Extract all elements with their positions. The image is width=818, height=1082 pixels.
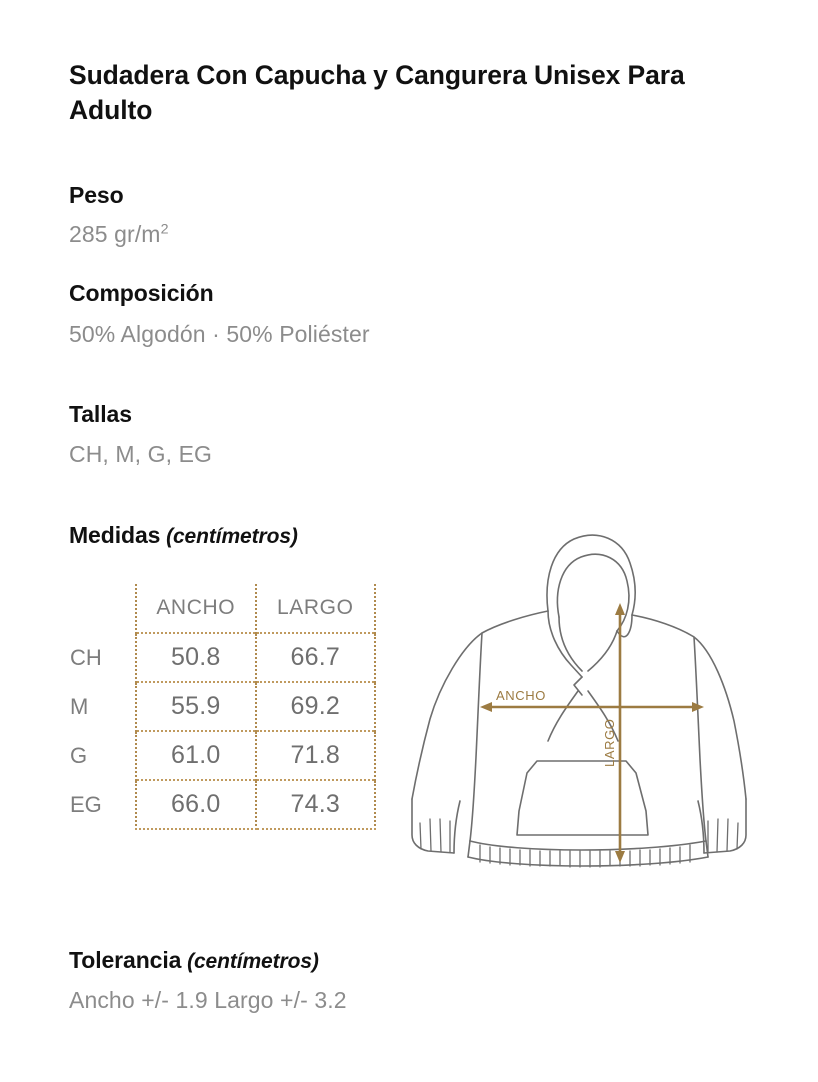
spec-label-composicion: Composición: [69, 280, 214, 306]
section-heading-medidas: Medidas (centímetros): [69, 522, 298, 549]
spec-value-peso-superscript: 2: [160, 221, 169, 238]
largo-arrow-head-top: [615, 603, 625, 615]
size-table-wrapper: ANCHO LARGO CH 50.8 66.7 M 55.9 69.2 G 6…: [66, 584, 386, 830]
left-cuff-path: [411, 798, 455, 854]
section-heading-tolerancia: Tolerancia (centímetros): [69, 947, 319, 974]
section-heading-medidas-label: Medidas: [69, 522, 161, 548]
table-row: G 61.0 71.8: [66, 730, 376, 780]
hood-face-right-path: [587, 630, 618, 672]
table-corner-cell: [66, 584, 136, 633]
left-cuff-ribbing-group: [419, 818, 451, 853]
cell-g-ancho: 61.0: [135, 730, 257, 780]
garment-outline-group: [411, 534, 747, 868]
cell-ch-ancho: 50.8: [135, 632, 257, 682]
drawstring-right-path: [587, 690, 619, 742]
hem-ribbing-group: [479, 844, 691, 868]
spec-value-peso: 285 gr/m2: [69, 221, 169, 248]
right-sleeve-outer-path: [631, 614, 747, 800]
section-heading-tolerancia-label: Tolerancia: [69, 947, 182, 973]
hoodie-diagram-svg: ANCHO LARGO: [411, 534, 747, 868]
cell-g-largo: 71.8: [254, 730, 376, 780]
measurement-arrows-group: [480, 603, 704, 863]
spec-value-tallas: CH, M, G, EG: [69, 441, 213, 467]
left-cuff-inner-path: [453, 800, 461, 854]
size-table: ANCHO LARGO CH 50.8 66.7 M 55.9 69.2 G 6…: [66, 584, 376, 830]
kangaroo-pocket-path: [516, 760, 649, 836]
hem-left-edge-path: [467, 840, 471, 858]
size-table-head: ANCHO LARGO: [66, 584, 376, 633]
left-sleeve-outer-path: [411, 610, 549, 800]
right-cuff-path: [703, 798, 747, 854]
spec-value-tolerancia: Ancho +/- 1.9 Largo +/- 3.2: [69, 987, 347, 1013]
left-side-seam-path: [469, 632, 483, 842]
cell-m-largo: 69.2: [254, 681, 376, 731]
table-row: CH 50.8 66.7: [66, 632, 376, 682]
ancho-arrow-head-left: [480, 702, 492, 712]
size-table-body: CH 50.8 66.7 M 55.9 69.2 G 61.0 71.8 EG …: [66, 632, 376, 830]
column-header-largo: LARGO: [254, 584, 376, 633]
hem-bottom-path: [467, 856, 709, 867]
section-heading-medidas-unit: (centímetros): [160, 525, 298, 548]
table-row: M 55.9 69.2: [66, 681, 376, 731]
hem-top-path: [469, 840, 707, 851]
neck-notch-path: [573, 676, 583, 696]
garment-illustration: ANCHO LARGO: [396, 505, 752, 873]
spec-label-peso: Peso: [69, 182, 124, 208]
largo-arrow-head-bottom: [615, 851, 625, 863]
table-row: EG 66.0 74.3: [66, 779, 376, 830]
hood-inner-path: [556, 553, 630, 632]
cell-eg-ancho: 66.0: [135, 779, 257, 830]
column-header-ancho: ANCHO: [135, 584, 257, 633]
ancho-measure-label: ANCHO: [496, 688, 546, 703]
drawstring-left-path: [547, 690, 579, 742]
spec-value-peso-number: 285 gr/m: [69, 221, 161, 247]
spec-label-tallas: Tallas: [69, 401, 132, 427]
ancho-arrow-head-right: [692, 702, 704, 712]
right-side-seam-path: [693, 636, 707, 842]
cell-eg-largo: 74.3: [254, 779, 376, 830]
hood-left-lower-path: [547, 610, 583, 678]
right-cuff-inner-path: [697, 800, 705, 854]
right-cuff-ribbing-group: [707, 818, 739, 853]
cell-m-ancho: 55.9: [135, 681, 257, 731]
table-header-row: ANCHO LARGO: [66, 584, 376, 633]
spec-value-composicion: 50% Algodón · 50% Poliéster: [69, 321, 370, 347]
hem-right-edge-path: [705, 840, 709, 858]
row-label-eg: EG: [70, 791, 102, 817]
row-label-ch: CH: [70, 644, 102, 670]
hood-face-left-path: [558, 616, 583, 672]
section-heading-tolerancia-unit: (centímetros): [181, 950, 319, 973]
hood-outer-path: [546, 534, 636, 616]
row-label-g: G: [70, 742, 88, 768]
row-label-m: M: [70, 693, 89, 719]
page-title: Sudadera Con Capucha y Cangurera Unisex …: [69, 60, 685, 125]
largo-measure-label: LARGO: [602, 718, 617, 767]
cell-ch-largo: 66.7: [254, 632, 376, 682]
